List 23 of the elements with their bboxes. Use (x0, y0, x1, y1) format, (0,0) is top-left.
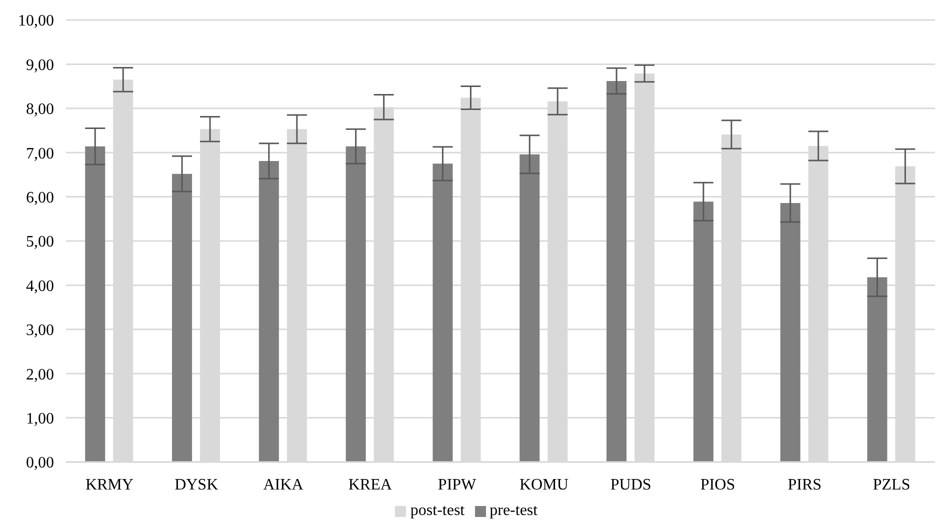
x-tick-label: PZLS (872, 476, 910, 494)
y-tick-label: 6,00 (26, 189, 54, 206)
y-tick-label: 0,00 (26, 454, 54, 472)
x-tick-label: DYSK (174, 476, 219, 494)
y-tick-label: 2,00 (26, 366, 54, 384)
x-tick-label: PIRS (788, 476, 822, 494)
y-tick-label: 7,00 (26, 145, 54, 162)
y-tick-label: 3,00 (26, 322, 54, 340)
y-tick-label: 9,00 (26, 56, 54, 74)
x-tick-label: KREA (348, 476, 392, 494)
x-tick-label: PIPW (438, 476, 478, 494)
y-tick-label: 8,00 (26, 101, 54, 118)
y-tick-label: 1,00 (26, 410, 54, 428)
legend-label: post-test (410, 502, 465, 519)
x-tick-label: KOMU (520, 476, 569, 494)
legend-label: pre-test (490, 502, 538, 519)
y-tick-label: 10,00 (18, 12, 54, 30)
x-tick-label: PUDS (610, 476, 652, 494)
y-tick-label: 4,00 (26, 278, 54, 295)
y-tick-label: 5,00 (26, 234, 54, 251)
x-tick-label: AIKA (263, 476, 304, 494)
x-tick-label: PIOS (700, 476, 736, 494)
x-tick-label: KRMY (85, 476, 134, 494)
